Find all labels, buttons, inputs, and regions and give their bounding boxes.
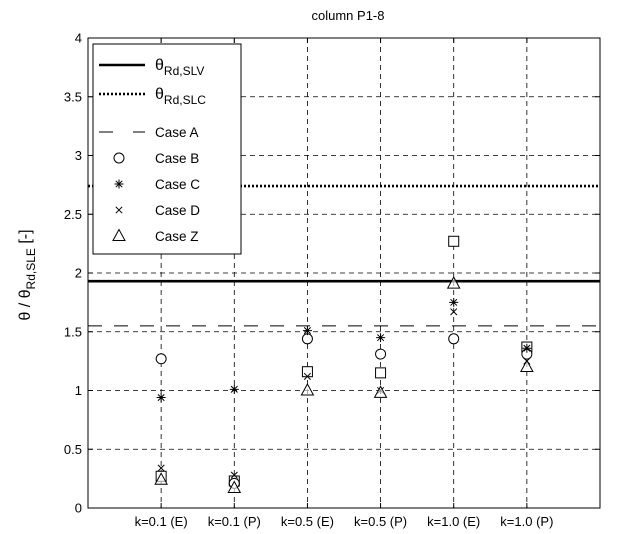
point-x bbox=[157, 464, 165, 472]
legend: θRd,SLV θRd,SLC Case A Case B Case C Case D Ca… bbox=[92, 43, 242, 255]
legend-label: θRd,SLC bbox=[155, 86, 206, 107]
y-tick-label: 2.5 bbox=[64, 207, 82, 222]
y-tick-label: 0.5 bbox=[64, 442, 82, 457]
legend-marker-star bbox=[114, 179, 124, 189]
y-tick-label: 2 bbox=[75, 266, 82, 281]
point-star bbox=[449, 297, 459, 307]
point-x bbox=[450, 308, 458, 316]
point-circle bbox=[155, 353, 167, 365]
x-tick-label: k=0.5 (P) bbox=[354, 514, 407, 529]
x-tick-label: k=1.0 (P) bbox=[500, 514, 553, 529]
point-circle bbox=[301, 333, 313, 345]
legend-label: Case A bbox=[155, 125, 199, 140]
point-square bbox=[301, 366, 313, 378]
legend-box bbox=[92, 43, 242, 255]
point-triangle bbox=[154, 472, 168, 485]
y-tick-label: 1.5 bbox=[64, 324, 82, 339]
chart-title: column P1-8 bbox=[312, 8, 385, 23]
x-tick-label: k=0.1 (P) bbox=[208, 514, 261, 529]
y-tick-label: 3.5 bbox=[64, 89, 82, 104]
point-square bbox=[375, 367, 387, 379]
point-x bbox=[303, 372, 311, 380]
point-triangle bbox=[520, 359, 534, 372]
y-tick-label: 0 bbox=[75, 501, 82, 516]
x-tick-label: k=0.1 (E) bbox=[135, 514, 188, 529]
y-tick-label: 3 bbox=[75, 148, 82, 163]
legend-marker-triangle bbox=[112, 228, 126, 241]
point-star bbox=[522, 343, 532, 353]
legend-marker-x bbox=[115, 206, 123, 214]
y-axis-label-suffix: [-] bbox=[17, 229, 34, 248]
point-square bbox=[448, 235, 460, 247]
y-axis-ticks: 0 0.5 1 1.5 2 2.5 3 3.5 4 bbox=[64, 31, 600, 516]
point-circle bbox=[448, 333, 460, 345]
point-triangle bbox=[300, 382, 315, 396]
x-tick-label: k=1.0 (E) bbox=[427, 514, 480, 529]
y-tick-label: 4 bbox=[75, 31, 82, 46]
point-circle bbox=[375, 348, 387, 360]
point-x bbox=[230, 471, 238, 479]
x-tick-label: k=0.5 (E) bbox=[281, 514, 334, 529]
legend-label: Case B bbox=[155, 151, 199, 166]
point-star bbox=[376, 333, 386, 343]
legend-label: Case D bbox=[155, 203, 200, 218]
legend-label: θRd,SLV bbox=[155, 57, 204, 78]
y-axis-label-sub: Rd,SLE bbox=[24, 248, 38, 289]
legend-label: Case Z bbox=[155, 229, 199, 244]
point-triangle bbox=[227, 480, 242, 494]
point-star bbox=[156, 393, 166, 403]
data-marks bbox=[154, 235, 534, 494]
legend-marker-circle bbox=[113, 152, 125, 164]
legend-label: Case C bbox=[155, 177, 200, 192]
x-axis-ticks: k=0.1 (E) k=0.1 (P) k=0.5 (E) k=0.5 (P) k=1.… bbox=[135, 38, 553, 529]
point-triangle bbox=[446, 276, 461, 289]
point-triangle bbox=[373, 385, 388, 398]
y-axis-label-main: θ / θ bbox=[17, 289, 34, 320]
y-tick-label: 1 bbox=[75, 383, 82, 398]
point-star bbox=[229, 384, 239, 394]
point-star bbox=[302, 326, 312, 336]
y-axis-label: θ / θRd,SLE [-] bbox=[17, 229, 38, 320]
